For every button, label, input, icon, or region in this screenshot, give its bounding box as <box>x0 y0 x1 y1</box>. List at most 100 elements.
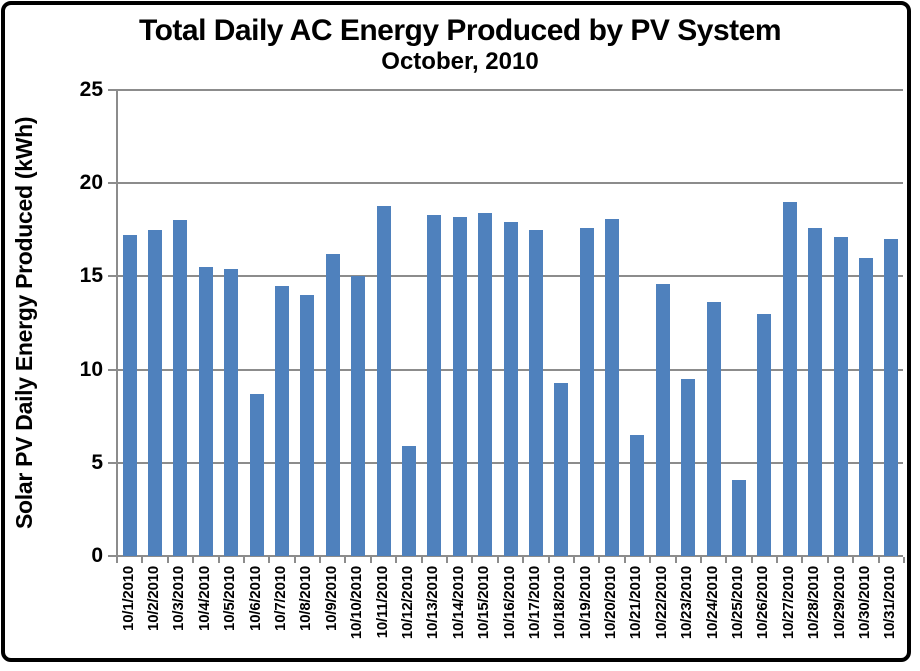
bar <box>731 479 746 556</box>
bar <box>401 446 416 556</box>
bar <box>528 229 543 556</box>
bar <box>325 254 340 556</box>
x-tick-label: 10/10/2010 <box>348 566 366 640</box>
x-tick-label: 10/9/2010 <box>322 566 340 631</box>
bar <box>833 237 848 556</box>
x-axis-tick <box>750 557 753 563</box>
y-tick-label: 25 <box>79 78 103 101</box>
x-axis-tick <box>572 557 575 563</box>
bar <box>351 276 366 556</box>
bar <box>630 434 645 556</box>
x-axis-tick <box>242 557 245 563</box>
x-tick-label: 10/21/2010 <box>627 566 645 640</box>
x-axis-tick <box>217 557 220 563</box>
x-axis-tick <box>496 557 499 563</box>
bar <box>884 239 899 556</box>
y-axis-line <box>116 90 118 557</box>
bar <box>655 283 670 556</box>
x-tick-label: 10/20/2010 <box>602 566 620 640</box>
x-axis-tick <box>623 557 626 563</box>
x-axis-tick <box>116 557 118 563</box>
bar <box>376 205 391 556</box>
x-tick-label: 10/11/2010 <box>373 566 391 639</box>
bar <box>808 227 823 556</box>
x-axis-tick <box>598 557 601 563</box>
x-tick-label: 10/4/2010 <box>195 566 213 631</box>
x-tick-label: 10/22/2010 <box>652 566 670 640</box>
bar <box>300 295 315 556</box>
y-axis-tick <box>108 275 116 278</box>
y-axis-tick <box>108 461 116 464</box>
x-axis-tick <box>547 557 550 563</box>
x-axis-tick <box>293 557 296 563</box>
x-axis-tick <box>877 557 880 563</box>
x-axis-tick <box>395 557 398 563</box>
bar <box>605 218 620 556</box>
bar <box>782 201 797 556</box>
bar <box>478 213 493 556</box>
x-tick-label: 10/19/2010 <box>576 566 594 640</box>
bar <box>503 222 518 556</box>
x-axis-tick <box>649 557 652 563</box>
bar <box>122 235 137 556</box>
x-axis-tick <box>522 557 525 563</box>
x-tick-label: 10/26/2010 <box>754 566 772 640</box>
bar <box>579 227 594 556</box>
x-tick-label: 10/25/2010 <box>728 566 746 640</box>
y-tick-label: 0 <box>91 544 103 567</box>
chart-frame <box>1 1 911 662</box>
x-tick-label: 10/30/2010 <box>855 566 873 640</box>
x-axis-tick <box>319 557 322 563</box>
chart-title: Total Daily AC Energy Produced by PV Sys… <box>138 14 782 47</box>
x-axis-tick <box>801 557 804 563</box>
gridline <box>116 89 903 91</box>
bar <box>249 393 264 556</box>
x-axis-tick <box>446 557 449 563</box>
bar <box>198 267 213 556</box>
y-axis-tick <box>108 182 116 185</box>
x-tick-label: 10/8/2010 <box>297 566 315 631</box>
bar <box>858 257 873 556</box>
bar <box>224 268 239 556</box>
bar <box>173 220 188 556</box>
x-tick-label: 10/28/2010 <box>805 566 823 640</box>
x-axis-tick <box>344 557 347 563</box>
bar <box>706 302 721 556</box>
chart-subtitle: October, 2010 <box>381 48 539 75</box>
x-tick-label: 10/23/2010 <box>678 566 696 640</box>
x-axis-tick <box>852 557 855 563</box>
x-tick-label: 10/15/2010 <box>475 566 493 640</box>
bar <box>554 382 569 556</box>
x-axis-tick <box>674 557 677 563</box>
x-axis-tick <box>192 557 195 563</box>
gridline <box>116 182 903 185</box>
x-tick-label: 10/24/2010 <box>703 566 721 640</box>
bar <box>148 229 163 556</box>
x-tick-label: 10/29/2010 <box>830 566 848 640</box>
x-tick-label: 10/12/2010 <box>398 566 416 640</box>
x-tick-label: 10/27/2010 <box>779 566 797 640</box>
x-tick-label: 10/14/2010 <box>449 566 467 640</box>
y-tick-label: 10 <box>79 357 103 381</box>
x-axis-tick <box>268 557 271 563</box>
y-tick-label: 5 <box>91 450 103 474</box>
bar <box>275 285 290 556</box>
bar <box>452 216 467 556</box>
x-tick-label: 10/7/2010 <box>272 566 290 631</box>
x-tick-label: 10/2/2010 <box>145 566 163 631</box>
y-axis-tick <box>108 368 116 371</box>
x-tick-label: 10/6/2010 <box>246 566 264 631</box>
x-tick-label: 10/5/2010 <box>221 566 239 631</box>
x-tick-label: 10/1/2010 <box>119 566 137 631</box>
x-axis-tick <box>903 557 905 563</box>
y-tick-label: 20 <box>79 171 103 195</box>
y-axis-tick <box>108 555 116 557</box>
x-tick-label: 10/31/2010 <box>881 566 899 640</box>
x-tick-label: 10/13/2010 <box>424 566 442 640</box>
x-axis-tick <box>166 557 169 563</box>
x-tick-label: 10/18/2010 <box>551 566 569 640</box>
x-tick-label: 10/17/2010 <box>525 566 543 640</box>
x-axis-tick <box>471 557 474 563</box>
x-axis-tick <box>776 557 779 563</box>
x-axis-tick <box>826 557 829 563</box>
